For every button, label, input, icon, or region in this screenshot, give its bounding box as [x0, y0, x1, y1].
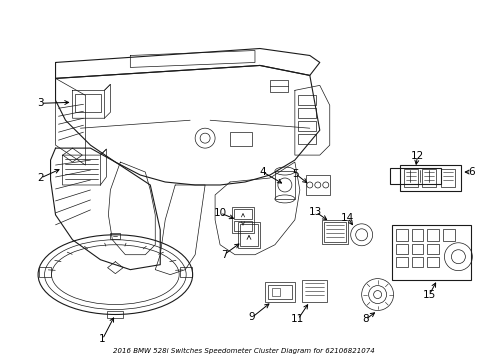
Text: 8: 8 [362, 314, 368, 324]
Text: 12: 12 [410, 151, 423, 161]
Bar [234, 221, 251, 231]
Bar [395, 244, 407, 254]
Bar [427, 229, 439, 241]
Bar [389, 168, 441, 184]
Text: 10: 10 [213, 208, 226, 218]
Bar [411, 257, 423, 267]
Bar [297, 95, 315, 105]
Text: 11: 11 [291, 314, 304, 324]
Bar [110, 233, 120, 239]
Text: 3: 3 [37, 98, 44, 108]
Bar [39, 267, 50, 276]
Bar [297, 121, 315, 131]
Bar [269, 80, 287, 92]
Text: 2016 BMW 528i Switches Speedometer Cluster Diagram for 62106821074: 2016 BMW 528i Switches Speedometer Clust… [113, 348, 374, 354]
Bar [391, 225, 470, 280]
Bar [427, 244, 439, 254]
Bar [274, 171, 294, 199]
Text: 1: 1 [99, 334, 105, 345]
Bar [427, 257, 439, 267]
Bar [229, 132, 251, 146]
Text: 9: 9 [248, 312, 255, 323]
Bar [297, 108, 315, 118]
Bar [399, 165, 461, 191]
Bar [240, 224, 258, 246]
Bar [422, 169, 436, 187]
Bar [411, 244, 423, 254]
Bar [75, 94, 101, 112]
Text: 6: 6 [467, 167, 474, 177]
Text: 4: 4 [259, 167, 265, 177]
Bar [267, 285, 291, 298]
Bar [264, 282, 294, 302]
Bar [323, 222, 345, 242]
Bar [395, 257, 407, 267]
Text: 14: 14 [341, 213, 354, 223]
Text: 5: 5 [292, 169, 299, 179]
Bar [305, 175, 329, 195]
Bar [271, 288, 279, 296]
Bar [301, 280, 326, 302]
Bar [411, 229, 423, 241]
Bar [107, 311, 123, 319]
Bar [297, 134, 315, 144]
Bar [403, 169, 417, 187]
Bar [238, 222, 260, 248]
Bar [234, 209, 251, 219]
Bar [232, 207, 253, 233]
Bar [395, 229, 407, 241]
Text: 15: 15 [422, 289, 435, 300]
Text: 7: 7 [220, 250, 227, 260]
Bar [180, 267, 192, 276]
Bar [441, 169, 454, 187]
Bar [443, 229, 454, 241]
Bar [321, 220, 347, 244]
Text: 2: 2 [37, 173, 44, 183]
Text: 13: 13 [308, 207, 322, 217]
